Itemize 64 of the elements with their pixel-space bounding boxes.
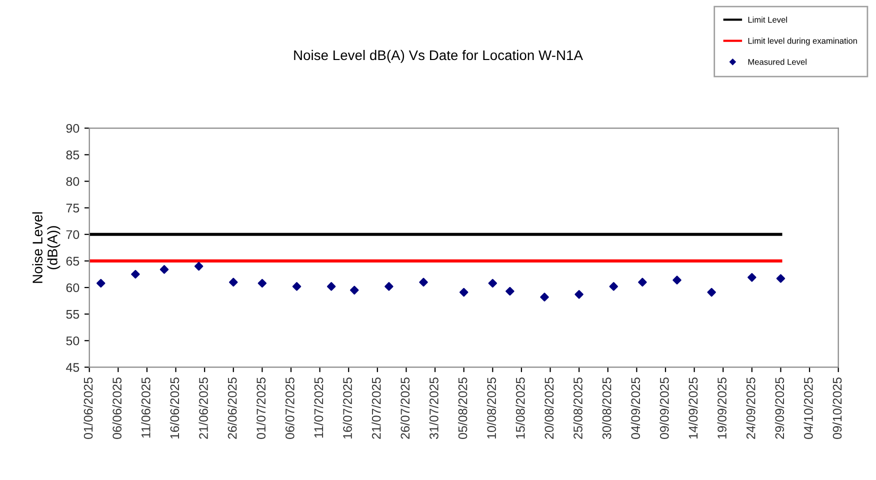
x-tick-label: 06/06/2025 bbox=[112, 377, 122, 439]
x-tick-label: 09/09/2025 bbox=[660, 377, 669, 439]
x-tick-label: 11/06/2025 bbox=[141, 377, 150, 438]
point bbox=[506, 286, 514, 296]
x-tick-label: 01/07/2025 bbox=[256, 377, 266, 439]
chart-title: Noise Level dB(A) Vs Date for Location W-N1A bbox=[294, 50, 583, 63]
point bbox=[229, 278, 238, 287]
x-tick-label: 30/08/2025 bbox=[602, 377, 612, 439]
y-tick-label: 65 bbox=[66, 256, 80, 266]
point bbox=[574, 290, 584, 299]
x-tick-label: 15/08/2025 bbox=[516, 377, 525, 439]
point bbox=[258, 278, 267, 288]
point bbox=[96, 278, 106, 288]
point bbox=[540, 292, 549, 302]
y-tick-label: 55 bbox=[66, 310, 80, 319]
point bbox=[131, 270, 140, 279]
legend-label: Measured Level bbox=[748, 58, 806, 65]
x-tick-label: 09/10/2025 bbox=[832, 377, 842, 439]
x-tick-label: 11/07/2025 bbox=[314, 377, 324, 438]
x-tick-label: 05/08/2025 bbox=[458, 377, 468, 439]
y-tick-label: 70 bbox=[66, 230, 80, 240]
x-tick-label: 04/10/2025 bbox=[804, 377, 813, 439]
y-tick-label: 90 bbox=[66, 124, 80, 133]
y-tick-label: 60 bbox=[66, 283, 80, 292]
y-tick-label: 45 bbox=[66, 363, 80, 372]
y-tick-label: 80 bbox=[66, 177, 80, 186]
x-tick-label: 14/09/2025 bbox=[688, 377, 698, 439]
x-tick-label: 20/08/2025 bbox=[544, 377, 554, 439]
y-tick-label: 85 bbox=[66, 150, 80, 160]
x-tick-label: 06/07/2025 bbox=[285, 377, 294, 439]
y-tick-label: 75 bbox=[66, 204, 80, 212]
legend-label: Limit Level bbox=[748, 16, 787, 23]
x-tick-label: 19/09/2025 bbox=[717, 377, 726, 439]
point bbox=[419, 278, 428, 287]
point bbox=[609, 282, 618, 291]
x-tick-label: 01/06/2025 bbox=[84, 377, 93, 439]
x-tick-label: 10/08/2025 bbox=[486, 377, 496, 439]
point bbox=[292, 282, 302, 291]
point bbox=[326, 282, 336, 291]
point bbox=[748, 273, 756, 282]
x-tick-label: 16/06/2025 bbox=[170, 377, 180, 439]
point bbox=[638, 278, 647, 287]
point bbox=[707, 288, 716, 297]
x-tick-label: 21/06/2025 bbox=[198, 377, 208, 439]
x-tick-label: 26/06/2025 bbox=[228, 377, 237, 439]
x-tick-label: 26/07/2025 bbox=[400, 377, 410, 439]
x-tick-label: 31/07/2025 bbox=[429, 377, 438, 439]
point bbox=[160, 265, 169, 274]
point bbox=[459, 288, 468, 297]
point bbox=[672, 276, 682, 284]
point bbox=[384, 282, 394, 291]
point bbox=[194, 262, 204, 271]
x-tick-label: 16/07/2025 bbox=[342, 377, 352, 439]
x-tick-label: 04/09/2025 bbox=[630, 377, 640, 439]
x-tick-label: 25/08/2025 bbox=[573, 377, 582, 439]
x-tick-label: 24/09/2025 bbox=[746, 377, 756, 439]
point bbox=[350, 286, 359, 295]
x-tick-label: 21/07/2025 bbox=[372, 377, 381, 439]
x-tick-label: 29/09/2025 bbox=[774, 377, 784, 439]
y-tick-label: 50 bbox=[66, 336, 80, 346]
y-axis-title: Noise Level (dB(A)) bbox=[32, 212, 60, 283]
point bbox=[488, 278, 498, 288]
legend-label: Limit level during examination bbox=[748, 38, 857, 46]
point bbox=[776, 274, 786, 283]
